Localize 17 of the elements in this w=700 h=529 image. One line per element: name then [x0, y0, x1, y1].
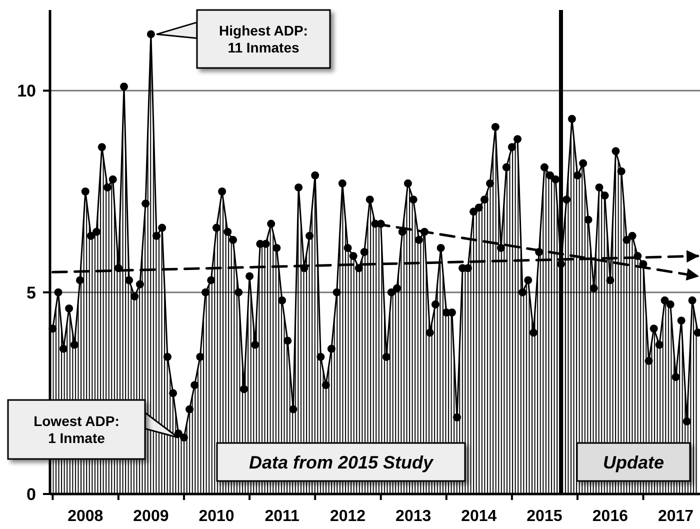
- x-tick-label: 2015: [526, 508, 562, 525]
- x-tick-label: 2011: [264, 508, 300, 525]
- x-tick-label: 2008: [68, 508, 104, 525]
- x-tick-label: 2017: [658, 508, 694, 525]
- x-tick-label: 2014: [461, 508, 497, 525]
- x-tick-label: 2016: [592, 508, 628, 525]
- y-tick-label: 0: [26, 484, 36, 504]
- annotation: Data from 2015 Study: [248, 452, 434, 472]
- annotation: Lowest ADP: 1 Inmate: [34, 413, 120, 446]
- annotation: Highest ADP: 11 Inmates: [219, 22, 308, 56]
- x-tick-label: 2010: [198, 508, 234, 525]
- x-tick-label: 2013: [396, 508, 432, 525]
- x-tick-label: 2012: [330, 508, 366, 525]
- annotation: Update: [602, 452, 664, 472]
- y-tick-label: 10: [17, 82, 36, 101]
- y-tick-label: 5: [26, 283, 36, 302]
- x-tick-label: 2009: [133, 508, 169, 525]
